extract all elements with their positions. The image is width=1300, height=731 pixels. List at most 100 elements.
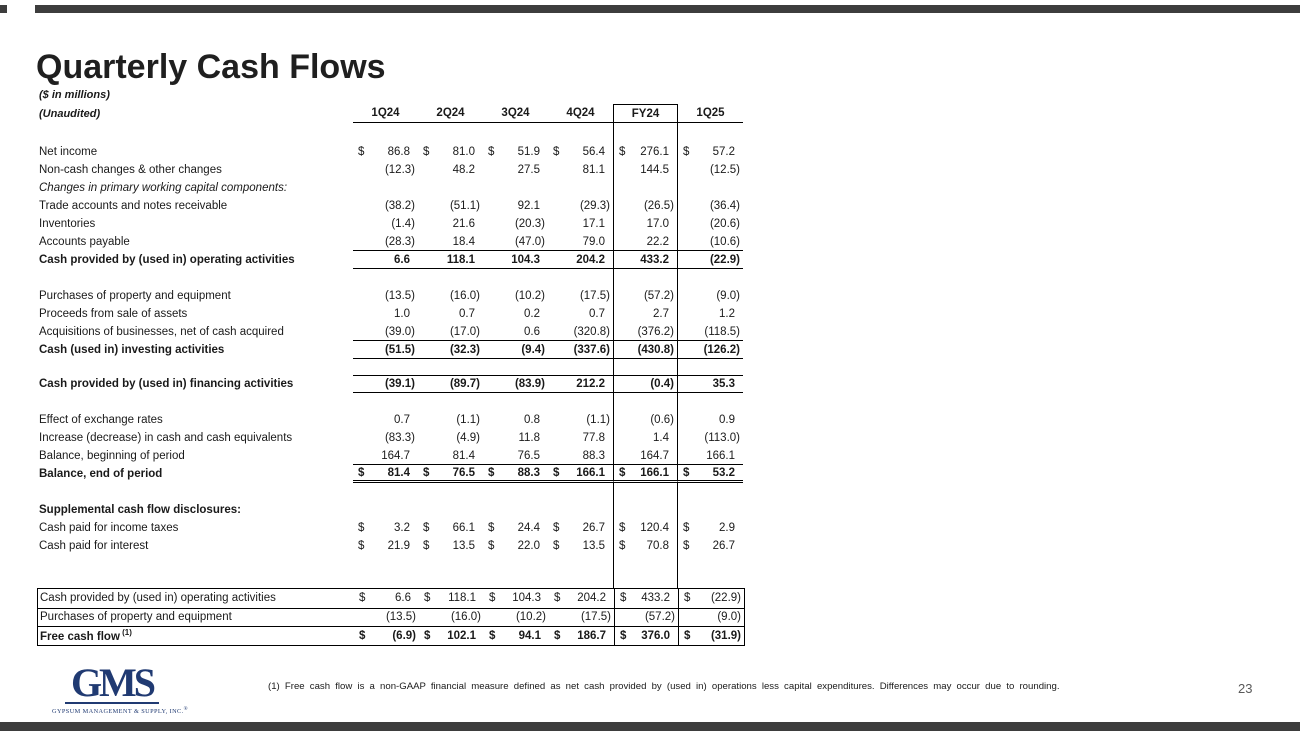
cell-value: 13.5 [452, 540, 475, 552]
cell-value: (10.6) [709, 235, 740, 248]
dollar-sign: $ [683, 466, 690, 479]
dollar-sign: $ [554, 629, 561, 642]
cell-value: 35.3 [712, 378, 735, 390]
value-cell: 88.3 [548, 447, 613, 465]
cell-value: (22.9) [710, 592, 741, 605]
cell-value: 118.1 [446, 253, 475, 266]
row-label: Cash paid for interest [39, 540, 149, 552]
dollar-sign: $ [358, 522, 365, 534]
dollar-sign: $ [553, 540, 560, 552]
value-cell: (26.5) [613, 197, 678, 215]
cell-value: 70.8 [646, 540, 669, 552]
value-cell [548, 555, 613, 588]
value-cell: $26.7 [678, 537, 743, 555]
row-label: Cash provided by (used in) operating act… [40, 592, 276, 605]
dollar-sign: $ [684, 629, 691, 642]
value-cell: 1.2 [678, 305, 743, 323]
value-cell [613, 123, 678, 143]
value-cell [353, 123, 418, 143]
value-cell: (113.0) [678, 429, 743, 447]
value-cell [613, 179, 678, 197]
value-cell: (1.1) [548, 411, 613, 429]
cell-value: (51.1) [449, 200, 480, 212]
value-cell: (57.2) [613, 287, 678, 305]
value-cell: 2.7 [613, 305, 678, 323]
value-cell [418, 555, 483, 588]
dollar-sign: $ [488, 466, 495, 479]
cell-value: 21.9 [387, 540, 410, 552]
value-cell: 81.4 [418, 447, 483, 465]
cell-value: (20.3) [514, 218, 545, 230]
cell-value: 81.4 [387, 466, 410, 479]
table-row: Purchases of property and equipment (13.5… [38, 607, 744, 627]
cell-value: (83.3) [384, 432, 415, 444]
value-cell: $166.1 [548, 465, 613, 483]
table-row: Inventories (1.4) 21.6 (20.3) 17.1 17.0 (20.6) [37, 215, 745, 233]
dollar-sign: $ [683, 522, 690, 534]
dollar-sign: $ [358, 540, 365, 552]
value-cell [548, 359, 613, 375]
row-label: Acquisitions of businesses, net of cash … [39, 326, 284, 338]
value-cell: $ (31.9) [679, 627, 744, 645]
cell-value: (126.2) [703, 343, 740, 356]
cell-value: (51.5) [384, 343, 415, 356]
cell-value: (320.8) [573, 325, 610, 338]
value-cell [353, 393, 418, 411]
value-cell: $86.8 [353, 143, 418, 161]
value-cell: 11.8 [483, 429, 548, 447]
row-label: Purchases of property and equipment [39, 290, 231, 302]
registered-mark: ® [183, 706, 188, 712]
cell-value: 1.2 [719, 308, 735, 320]
value-cell: $51.9 [483, 143, 548, 161]
cell-value: 88.3 [517, 466, 540, 479]
spacer-row [37, 123, 745, 143]
cell-value: 77.8 [582, 432, 605, 444]
value-cell: $57.2 [678, 143, 743, 161]
value-cell: (13.5) [354, 609, 419, 627]
dollar-sign: $ [359, 592, 366, 605]
value-cell [353, 269, 418, 287]
value-cell: $94.1 [484, 627, 549, 645]
dollar-sign: $ [423, 466, 430, 479]
cell-value: 0.7 [589, 308, 605, 320]
column-header-1q24: 1Q24 [353, 104, 418, 123]
value-cell: (10.2) [483, 287, 548, 305]
cell-value: (26.5) [643, 200, 674, 212]
value-cell: (29.3) [548, 197, 613, 215]
dollar-sign: $ [554, 592, 561, 605]
value-cell: (83.3) [353, 429, 418, 447]
value-cell: $13.5 [548, 537, 613, 555]
value-cell: (20.3) [483, 215, 548, 233]
value-cell: $53.2 [678, 465, 743, 483]
dollar-sign: $ [358, 146, 365, 158]
cell-value: (0.4) [650, 378, 674, 390]
value-cell [548, 123, 613, 143]
cell-value: 94.1 [518, 629, 541, 642]
row-label: Purchases of property and equipment [40, 611, 232, 624]
row-label: Balance, end of period [39, 468, 163, 480]
cell-value: (17.5) [580, 611, 611, 624]
dollar-sign: $ [423, 522, 430, 534]
value-cell: (12.5) [678, 161, 743, 179]
table-row: Cash provided by (used in) operating act… [38, 589, 744, 608]
value-cell: 0.6 [483, 323, 548, 341]
value-cell: (118.5) [678, 323, 743, 341]
cell-value: 204.2 [577, 592, 606, 605]
value-cell [418, 269, 483, 287]
table-row: Changes in primary working capital compo… [37, 179, 745, 197]
row-label: Cash provided by (used in) financing act… [39, 378, 294, 390]
cell-value: (36.4) [709, 200, 740, 212]
table-row: Trade accounts and notes receivable (38.2… [37, 197, 745, 215]
value-cell [613, 393, 678, 411]
value-cell: (83.9) [483, 375, 548, 393]
value-cell [548, 179, 613, 197]
value-cell: 1.0 [353, 305, 418, 323]
cell-value: 104.3 [512, 592, 541, 605]
cell-value: 81.0 [452, 146, 475, 158]
spacer-row [37, 269, 745, 287]
value-cell: $376.0 [614, 627, 679, 645]
column-header-fy24: FY24 [613, 104, 678, 123]
value-cell [548, 393, 613, 411]
value-cell: 6.6 [353, 251, 418, 269]
cell-value: 79.0 [582, 235, 605, 248]
